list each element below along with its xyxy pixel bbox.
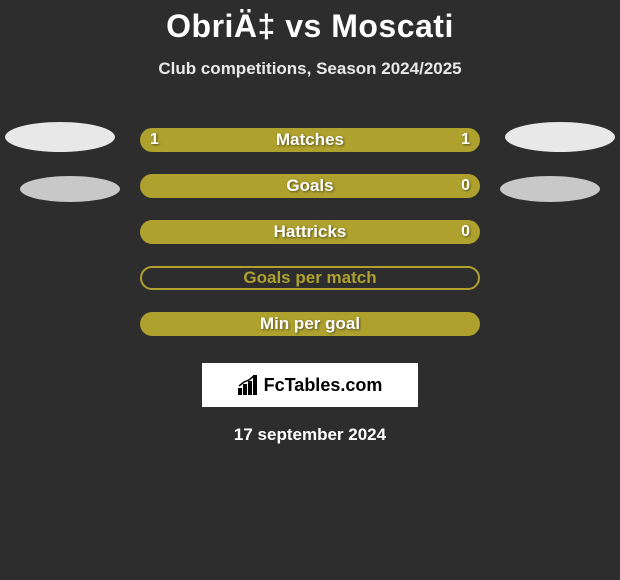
stat-bar: Hattricks 0	[140, 220, 480, 244]
stats-container: 1 Matches 1 Goals 0 Hattricks 0 Goals per match…	[0, 117, 620, 347]
stat-label: Matches	[276, 130, 344, 150]
page-subtitle: Club competitions, Season 2024/2025	[0, 59, 620, 79]
stat-bar: Goals 0	[140, 174, 480, 198]
stat-label: Min per goal	[260, 314, 360, 334]
stat-bar: Goals per match	[140, 266, 480, 290]
page-title: ObriÄ‡ vs Moscati	[0, 0, 620, 45]
stat-bar: 1 Matches 1	[140, 128, 480, 152]
stat-value-left: 1	[150, 131, 159, 149]
date-label: 17 september 2024	[0, 425, 620, 445]
chart-icon	[238, 375, 260, 395]
left-ellipse	[5, 122, 115, 152]
stat-label: Hattricks	[274, 222, 347, 242]
stat-value-right: 0	[461, 223, 470, 241]
right-ellipse	[505, 122, 615, 152]
brand-label: FcTables.com	[264, 375, 383, 396]
stat-value-right: 1	[461, 131, 470, 149]
brand-content: FcTables.com	[238, 375, 383, 396]
left-ellipse	[20, 176, 120, 202]
stat-row: Min per goal	[0, 301, 620, 347]
right-ellipse	[500, 176, 600, 202]
stat-row: Goals per match	[0, 255, 620, 301]
brand-box: FcTables.com	[202, 363, 418, 407]
stat-value-right: 0	[461, 177, 470, 195]
stat-row: Hattricks 0	[0, 209, 620, 255]
stat-bar: Min per goal	[140, 312, 480, 336]
stat-label: Goals	[286, 176, 333, 196]
stat-label: Goals per match	[243, 268, 376, 288]
